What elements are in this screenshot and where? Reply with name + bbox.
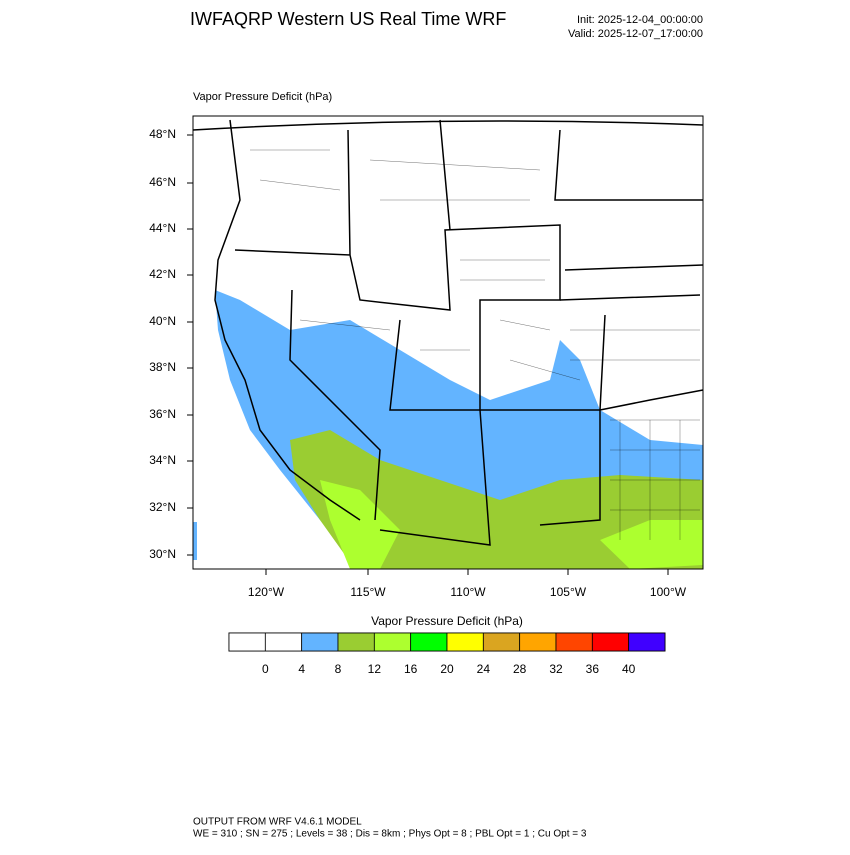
init-time: Init: 2025-12-04_00:00:00 [577,14,703,26]
valid-time: Valid: 2025-12-07_17:00:00 [568,28,703,40]
colorbar-box [337,632,375,652]
colorbar-label: 0 [262,662,269,676]
state-borders [192,119,704,546]
county-borders [250,149,700,540]
lon-label: 110°W [450,585,486,599]
map-subtitle: Vapor Pressure Deficit (hPa) [193,91,332,103]
colorbar-label: 8 [335,662,342,676]
colorbar-box [519,632,557,652]
colorbar-label: 4 [298,662,305,676]
footer-line: OUTPUT FROM WRF V4.6.1 MODEL [193,817,362,828]
map-frame [192,115,704,570]
shade-lime [320,480,703,569]
lat-label: 32°N [149,500,176,514]
lon-label: 115°W [350,585,386,599]
colorbar-label: 36 [586,662,600,676]
lat-label: 42°N [149,267,176,281]
lon-label: 105°W [550,585,587,599]
lat-label: 34°N [149,453,176,467]
colorbar-label: 28 [513,662,527,676]
colorbar-label: 32 [549,662,563,676]
lat-label: 44°N [149,221,176,235]
colorbar-label: 16 [404,662,418,676]
lat-label: 46°N [149,175,176,189]
colorbar-box [410,632,448,652]
colorbar-box [482,632,521,652]
lon-label: 100°W [650,585,687,599]
lat-label: 30°N [149,547,176,561]
colorbar-box [591,632,630,652]
shade-strip [193,522,197,560]
colorbar-label: 40 [622,662,636,676]
colorbar-label: 20 [440,662,454,676]
title: IWFAQRP Western US Real Time WRF [190,9,506,29]
colorbar-box [373,632,412,652]
colorbar-label: 24 [477,662,491,676]
lat-label: 36°N [149,407,176,421]
colorbar-box [446,632,484,652]
lat-label: 48°N [149,127,176,141]
lon-label: 120°W [248,585,285,599]
footer-line: WE = 310 ; SN = 275 ; Levels = 38 ; Dis … [193,829,587,840]
colorbar-box [264,632,303,652]
colorbar-label: 12 [368,662,382,676]
colorbar-box [628,632,666,652]
lat-label: 40°N [149,314,176,328]
colorbar-box [301,632,339,652]
colorbar-box [228,632,266,652]
map [192,115,704,570]
colorbar-box [555,632,593,652]
lat-label: 38°N [149,360,176,374]
colorbar-title: Vapor Pressure Deficit (hPa) [371,614,523,628]
